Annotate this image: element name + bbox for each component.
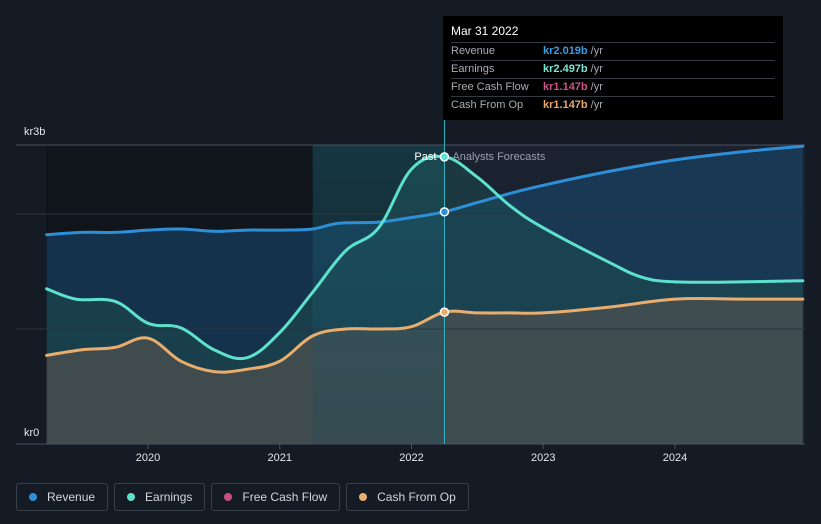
tooltip-value: kr2.019b bbox=[543, 45, 588, 57]
tooltip-unit: /yr bbox=[590, 99, 603, 111]
tooltip-value: kr2.497b bbox=[543, 63, 588, 75]
highlight-band bbox=[312, 145, 445, 444]
x-tick-label: 2021 bbox=[268, 452, 292, 464]
past-label: Past bbox=[414, 151, 436, 163]
tooltip-value: kr1.147b bbox=[543, 99, 588, 111]
legend-dot-icon bbox=[127, 493, 136, 501]
cash-from-op-line bbox=[45, 296, 805, 374]
tooltip-unit: /yr bbox=[590, 63, 603, 75]
tooltip-unit: /yr bbox=[590, 81, 603, 93]
revenue-marker bbox=[439, 207, 450, 217]
tooltip-value: kr1.147b bbox=[543, 81, 588, 93]
tooltip-row-free-cash-flow: Free Cash Flow kr1.147b /yr bbox=[451, 78, 775, 96]
x-tick-label: 2020 bbox=[136, 452, 160, 464]
x-tick-label: 2023 bbox=[531, 452, 555, 464]
y-axis-label-bottom: kr0 bbox=[24, 427, 39, 439]
tooltip-row-cash-from-op: Cash From Op kr1.147b /yr bbox=[451, 96, 775, 114]
tooltip-row-revenue: Revenue kr2.019b /yr bbox=[451, 42, 775, 60]
tooltip-unit: /yr bbox=[590, 45, 603, 57]
legend-label: Free Cash Flow bbox=[242, 490, 328, 504]
legend-dot-icon bbox=[224, 493, 233, 501]
cash-from-op-marker bbox=[439, 307, 450, 317]
legend-item-free-cash-flow[interactable]: Free Cash Flow bbox=[211, 483, 341, 511]
tooltip-label: Revenue bbox=[451, 45, 496, 57]
tooltip-date: Mar 31 2022 bbox=[451, 24, 519, 38]
revenue-line bbox=[45, 144, 805, 237]
earnings-marker bbox=[439, 152, 450, 162]
legend-dot-icon bbox=[359, 493, 368, 501]
tooltip-label: Earnings bbox=[451, 63, 495, 75]
legend: Revenue Earnings Free Cash Flow Cash Fro… bbox=[16, 483, 475, 511]
earnings-line bbox=[45, 154, 805, 361]
x-tick-label: 2022 bbox=[399, 452, 423, 464]
legend-label: Earnings bbox=[145, 490, 193, 504]
legend-dot-icon bbox=[29, 493, 37, 501]
legend-item-revenue[interactable]: Revenue bbox=[16, 483, 109, 511]
tooltip: Mar 31 2022 Revenue kr2.019b /yr Earning… bbox=[443, 16, 783, 120]
tooltip-row-earnings: Earnings kr2.497b /yr bbox=[451, 60, 775, 78]
forecast-label: Analysts Forecasts bbox=[452, 151, 545, 163]
tooltip-label: Cash From Op bbox=[451, 99, 524, 111]
y-axis-label-top: kr3b bbox=[24, 126, 45, 138]
legend-item-earnings[interactable]: Earnings bbox=[114, 483, 206, 511]
x-tick-label: 2024 bbox=[663, 452, 687, 464]
tooltip-label: Free Cash Flow bbox=[451, 81, 529, 93]
legend-label: Revenue bbox=[47, 490, 96, 504]
legend-item-cash-from-op[interactable]: Cash From Op bbox=[346, 483, 469, 511]
legend-label: Cash From Op bbox=[377, 490, 456, 504]
